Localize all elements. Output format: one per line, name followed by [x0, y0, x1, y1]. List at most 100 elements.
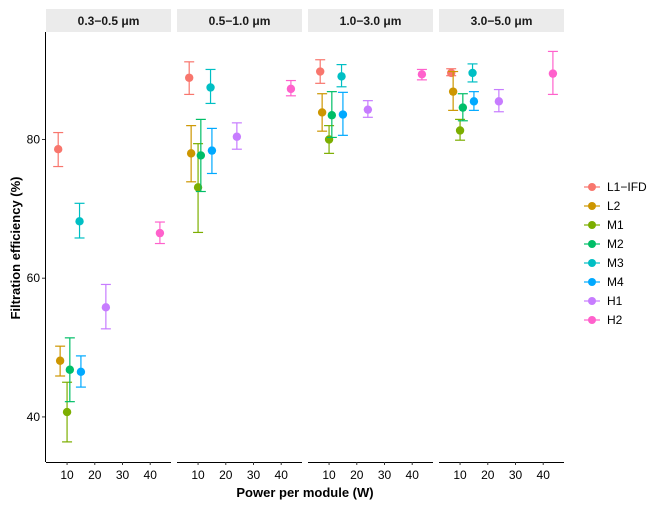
x-tick-label: 40	[537, 468, 551, 482]
x-tick-label: 30	[116, 468, 130, 482]
legend-key-point	[588, 221, 596, 229]
legend-item: M4	[584, 275, 624, 289]
x-tick-label: 20	[219, 468, 233, 482]
x-tick-label: 40	[275, 468, 289, 482]
legend-item: L2	[584, 199, 621, 213]
series-point-group	[205, 68, 216, 105]
series-point-group	[446, 68, 457, 78]
series-point-group	[231, 122, 242, 150]
data-point	[363, 105, 373, 114]
data-point	[315, 67, 325, 76]
data-point	[448, 87, 458, 96]
series-point-group	[457, 93, 468, 122]
y-tick-label: 40	[27, 410, 41, 424]
series-point-group	[336, 63, 347, 88]
series-point-group	[186, 125, 197, 183]
series-point-group	[285, 79, 296, 97]
data-point	[193, 183, 203, 192]
x-tick-label: 40	[144, 468, 158, 482]
legend-item: H2	[584, 313, 623, 327]
data-point	[206, 83, 215, 92]
data-point	[469, 97, 479, 106]
data-point	[232, 132, 242, 141]
series-point-group	[184, 61, 195, 96]
facet-strip	[308, 9, 433, 32]
series-point-group	[468, 91, 479, 111]
legend-item: L1−IFD	[584, 180, 647, 194]
legend-key-point	[588, 202, 596, 210]
legend-item: M2	[584, 237, 624, 251]
legend-key-point	[588, 316, 596, 324]
facet-panel: 1.0−3.0 μm 10 20 30 40	[308, 9, 433, 482]
x-tick-label: 20	[350, 468, 364, 482]
legend-item: H1	[584, 294, 623, 308]
data-point	[338, 110, 348, 119]
legend-key-point	[588, 259, 596, 267]
facet-strip	[177, 9, 302, 32]
x-tick-label: 10	[191, 468, 205, 482]
y-tick-label: 60	[27, 271, 41, 285]
data-point	[186, 149, 196, 158]
data-point	[53, 145, 63, 154]
facet-strip-label: 1.0−3.0 μm	[340, 14, 402, 28]
data-point	[317, 108, 327, 117]
series-point-group	[100, 283, 111, 330]
facet-strip-label: 3.0−5.0 μm	[471, 14, 533, 28]
data-point	[337, 72, 346, 81]
data-point	[75, 217, 84, 226]
series-point-group	[74, 202, 85, 239]
data-point	[548, 69, 558, 78]
data-point	[101, 303, 111, 312]
legend-key-point	[588, 183, 596, 191]
legend: L1−IFD L2 M1 M2 M3 M4 H1 H2	[584, 180, 647, 327]
x-tick-label: 30	[509, 468, 523, 482]
legend-label: M3	[607, 256, 624, 270]
x-tick-label: 10	[60, 468, 74, 482]
series-point-group	[416, 68, 427, 81]
data-point	[155, 228, 165, 238]
legend-label: M1	[607, 218, 624, 232]
data-point	[184, 73, 194, 82]
legend-item: M3	[584, 256, 624, 270]
legend-key-point	[588, 240, 596, 248]
data-point	[455, 126, 465, 135]
x-tick-label: 40	[406, 468, 420, 482]
series-point-group	[315, 59, 326, 84]
data-point	[327, 111, 337, 120]
y-tick-label: 80	[27, 133, 41, 147]
series-point-group	[53, 131, 64, 168]
x-tick-label: 30	[378, 468, 392, 482]
series-point-group	[154, 221, 165, 245]
legend-key-point	[588, 278, 596, 286]
series-point-group	[317, 93, 328, 132]
series-point-group	[448, 70, 459, 111]
y-axis-title: Filtration efficiency (%)	[8, 176, 23, 319]
facet-panel: 3.0−5.0 μm 10 20 30 40	[439, 9, 564, 482]
series-point-group	[337, 91, 348, 136]
x-axis-title: Power per module (W)	[236, 485, 373, 500]
legend-label: M2	[607, 237, 624, 251]
data-point	[207, 146, 217, 155]
facet-strip-label: 0.3−0.5 μm	[78, 14, 140, 28]
data-point	[62, 407, 72, 417]
data-point	[494, 97, 504, 106]
series-point-group	[75, 355, 86, 388]
series-point-group	[55, 345, 66, 377]
data-point	[458, 103, 468, 112]
data-point	[417, 70, 427, 79]
x-tick-label: 20	[88, 468, 102, 482]
facet-strip-label: 0.5−1.0 μm	[209, 14, 271, 28]
data-point	[76, 367, 86, 377]
facet-strip	[46, 9, 171, 32]
series-point-group	[324, 125, 335, 154]
series-point-group	[547, 50, 558, 96]
legend-label: L2	[607, 199, 621, 213]
x-tick-label: 30	[247, 468, 261, 482]
data-point	[286, 84, 296, 94]
facet-strip	[439, 9, 564, 32]
series-point-group	[62, 381, 73, 443]
series-point-group	[455, 118, 466, 141]
legend-label: L1−IFD	[607, 180, 647, 194]
facet-panel: 0.3−0.5 μm 10 20 30 40	[46, 9, 171, 482]
series-point-group	[493, 88, 504, 113]
